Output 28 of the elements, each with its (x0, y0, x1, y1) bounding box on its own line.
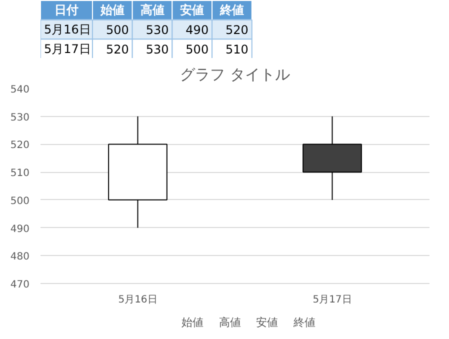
y-tick-label: 540 (10, 84, 30, 96)
y-tick-label: 490 (10, 224, 30, 235)
chart-title: グラフ タイトル (180, 66, 290, 84)
text: 500 (106, 23, 129, 37)
y-tick-label: 480 (10, 252, 30, 263)
y-tick-label: 470 (10, 280, 30, 290)
category-label: 5月16日 (44, 22, 91, 36)
y-tick-label: 500 (10, 196, 30, 207)
text: 終値 (220, 3, 244, 18)
text: 500 (186, 42, 209, 56)
y-tick-label: 520 (10, 140, 30, 152)
category-label: 5月17日 (44, 42, 91, 56)
text: 高値 (140, 3, 164, 18)
text: 490 (186, 23, 209, 37)
text: 510 (226, 42, 248, 56)
y-tick-label: 510 (10, 168, 30, 180)
text: 520 (226, 23, 248, 37)
text: 始値 (100, 3, 124, 18)
text: 520 (106, 42, 129, 56)
text: 安値 (180, 3, 204, 18)
text: 530 (146, 23, 169, 37)
text: 始値 (182, 316, 204, 329)
text: 530 (146, 42, 169, 56)
text: 終値 (292, 316, 316, 329)
text: 安値 (256, 316, 278, 329)
y-tick-label: 530 (10, 112, 30, 124)
text: 高値 (218, 316, 241, 329)
text: 日付 (54, 3, 78, 18)
